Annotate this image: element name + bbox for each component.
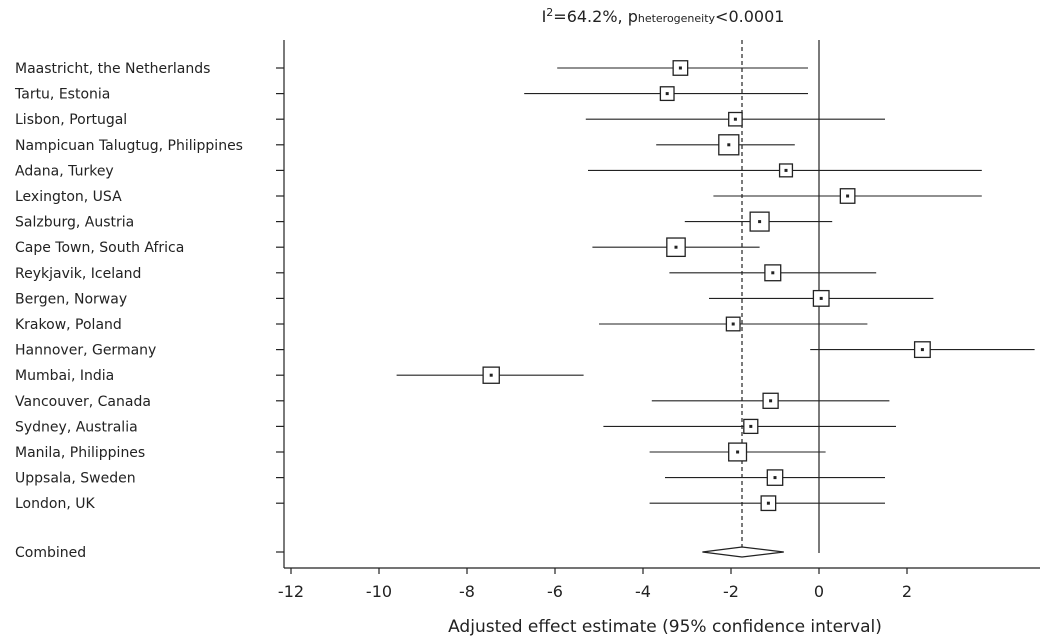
x-tick-label: -8 bbox=[459, 582, 475, 601]
point-estimate-dot bbox=[665, 92, 669, 96]
study-label: Vancouver, Canada bbox=[15, 394, 151, 410]
point-estimate-dot bbox=[819, 296, 823, 300]
x-tick-label: -4 bbox=[635, 582, 651, 601]
title-p-value: <0.0001 bbox=[715, 7, 784, 26]
axis-ticks: -12 -10 -8 -6 -4 -2 0 2 bbox=[278, 568, 912, 601]
study-label: Mumbai, India bbox=[15, 368, 114, 384]
point-estimate-dot bbox=[769, 399, 773, 403]
point-estimate-dot bbox=[733, 117, 737, 121]
chart-title: I2=64.2%, pheterogeneity<0.0001 bbox=[542, 6, 785, 26]
study-label: Nampicuan Talugtug, Philippines bbox=[15, 138, 243, 154]
study-label: Salzburg, Austria bbox=[15, 215, 134, 231]
study-label: Manila, Philippines bbox=[15, 445, 145, 461]
study-label: Bergen, Norway bbox=[15, 291, 127, 307]
point-estimate-dot bbox=[489, 373, 493, 377]
point-estimate-dot bbox=[784, 168, 788, 172]
point-estimate-dot bbox=[771, 271, 775, 275]
x-tick-label: -2 bbox=[723, 582, 739, 601]
point-estimate-dot bbox=[920, 348, 924, 352]
title-i2-sup: 2 bbox=[546, 6, 553, 19]
title-i2-prefix: I bbox=[542, 7, 547, 26]
x-axis-label: Adjusted effect estimate (95% confidence… bbox=[448, 617, 882, 637]
point-estimate-dot bbox=[736, 450, 740, 454]
study-label: Maastricht, the Netherlands bbox=[15, 61, 210, 77]
point-estimate-dot bbox=[758, 220, 762, 224]
study-label: Uppsala, Sweden bbox=[15, 471, 136, 487]
study-label: Tartu, Estonia bbox=[14, 87, 110, 103]
x-tick-label: -10 bbox=[366, 582, 392, 601]
combined-label: Combined bbox=[15, 545, 86, 561]
point-estimate-dot bbox=[846, 194, 850, 198]
study-label: London, UK bbox=[15, 496, 95, 512]
combined-diamond bbox=[702, 546, 784, 558]
title-p-prefix: p bbox=[628, 7, 638, 26]
combined-row: Combined bbox=[15, 545, 784, 561]
study-label: Adana, Turkey bbox=[15, 163, 114, 179]
study-label: Cape Town, South Africa bbox=[15, 240, 184, 256]
point-estimate-dot bbox=[749, 424, 753, 428]
point-estimate-dot bbox=[731, 322, 735, 326]
point-estimate-dot bbox=[766, 501, 770, 505]
point-estimate-dot bbox=[674, 245, 678, 249]
point-estimate-dot bbox=[678, 66, 682, 70]
title-p-sub: heterogeneity bbox=[638, 12, 716, 25]
x-tick-label: -12 bbox=[278, 582, 304, 601]
point-estimate-dot bbox=[727, 143, 731, 147]
title-i2-value: =64.2%, bbox=[553, 7, 627, 26]
study-label: Hannover, Germany bbox=[15, 343, 156, 359]
study-label: Krakow, Poland bbox=[15, 317, 122, 333]
x-tick-label: 0 bbox=[814, 582, 824, 601]
x-tick-label: 2 bbox=[902, 582, 912, 601]
point-estimate-dot bbox=[773, 476, 777, 480]
study-label: Sydney, Australia bbox=[15, 419, 138, 435]
study-label: Reykjavik, Iceland bbox=[15, 266, 141, 282]
study-rows: Maastricht, the Netherlands Tartu, Estoni… bbox=[14, 60, 1035, 512]
study-label: Lisbon, Portugal bbox=[15, 112, 127, 128]
study-label: Lexington, USA bbox=[15, 189, 122, 205]
x-tick-label: -6 bbox=[547, 582, 563, 601]
